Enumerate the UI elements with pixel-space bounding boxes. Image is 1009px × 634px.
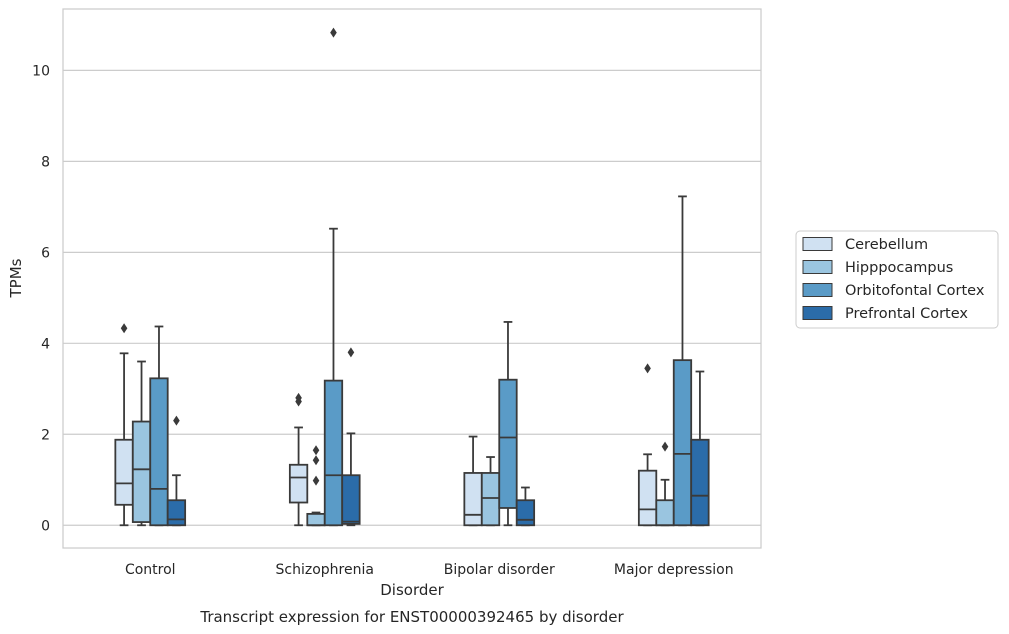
plot-area-frame: [62, 8, 762, 549]
outlier-point: [347, 347, 355, 358]
legend-swatch: [802, 306, 833, 320]
box-prefrontal-cortex: [515, 486, 536, 527]
y-tick-label: 0: [41, 518, 50, 534]
box-iqr: [166, 499, 187, 527]
legend-label: Prefrontal Cortex: [845, 306, 968, 322]
legend-swatch: [802, 283, 833, 297]
box-iqr: [306, 512, 326, 527]
box-iqr: [114, 438, 134, 506]
legend-frame: [795, 230, 999, 329]
box-prefrontal-cortex: [341, 347, 361, 527]
box-orbitofontal-cortex: [498, 321, 518, 527]
box-iqr: [690, 438, 710, 527]
box-hipppocampus: [306, 445, 326, 527]
outlier-point: [312, 445, 320, 456]
box-orbitofontal-cortex: [149, 325, 169, 527]
x-tick-label: Major depression: [614, 562, 734, 578]
x-axis-label: Disorder: [380, 581, 444, 599]
box-iqr: [655, 499, 675, 527]
box-hipppocampus: [480, 456, 501, 527]
y-axis-ticks: 0 2 4 6 8 10: [32, 63, 50, 534]
outlier-point: [173, 415, 180, 426]
box-prefrontal-cortex: [690, 370, 710, 527]
legend: Cerebellum Hipppocampus Orbitofontal Corte…: [795, 230, 999, 329]
box-iqr: [149, 377, 169, 527]
box-iqr: [480, 472, 501, 527]
outlier-point: [295, 392, 302, 403]
box-cerebellum: [637, 363, 658, 527]
box-iqr: [341, 474, 361, 525]
box-series: [114, 27, 710, 527]
legend-label: Cerebellum: [845, 237, 928, 253]
box-iqr: [131, 420, 152, 523]
x-tick-label: Schizophrenia: [276, 562, 374, 578]
box-iqr: [637, 469, 658, 527]
legend-label: Orbitofontal Cortex: [845, 283, 985, 299]
outlier-point: [120, 323, 128, 334]
box-orbitofontal-cortex: [323, 27, 344, 527]
box-iqr: [498, 378, 518, 509]
box-cerebellum: [463, 435, 483, 527]
y-tick-label: 4: [41, 336, 50, 352]
y-tick-label: 2: [41, 427, 50, 443]
box-iqr: [515, 499, 536, 527]
x-tick-label: Bipolar disorder: [444, 562, 555, 578]
legend-label: Hipppocampus: [845, 260, 953, 276]
outlier-point: [312, 455, 320, 466]
y-tick-label: 6: [41, 245, 50, 261]
box-hipppocampus: [655, 441, 675, 527]
x-axis-ticks: Control Schizophrenia Bipolar disorder Majo…: [125, 562, 734, 578]
box-iqr: [463, 472, 483, 527]
chart-title: Transcript expression for ENST0000039246…: [199, 608, 624, 626]
outlier-point: [644, 363, 651, 374]
box-iqr: [672, 359, 693, 527]
box-cerebellum: [114, 323, 134, 527]
box-orbitofontal-cortex: [672, 195, 693, 527]
legend-swatch: [802, 260, 833, 274]
outlier-point: [661, 441, 669, 452]
box-iqr: [323, 379, 344, 527]
x-tick-label: Control: [125, 562, 176, 578]
legend-swatch: [802, 237, 833, 251]
box-hipppocampus: [131, 360, 152, 527]
outlier-point: [330, 27, 337, 38]
y-tick-label: 8: [41, 154, 50, 170]
box-cerebellum: [288, 392, 309, 527]
y-axis-label: TPMs: [7, 258, 25, 298]
outlier-point: [312, 475, 320, 486]
box-prefrontal-cortex: [166, 415, 187, 527]
y-tick-label: 10: [32, 63, 50, 79]
box-iqr: [288, 463, 309, 504]
